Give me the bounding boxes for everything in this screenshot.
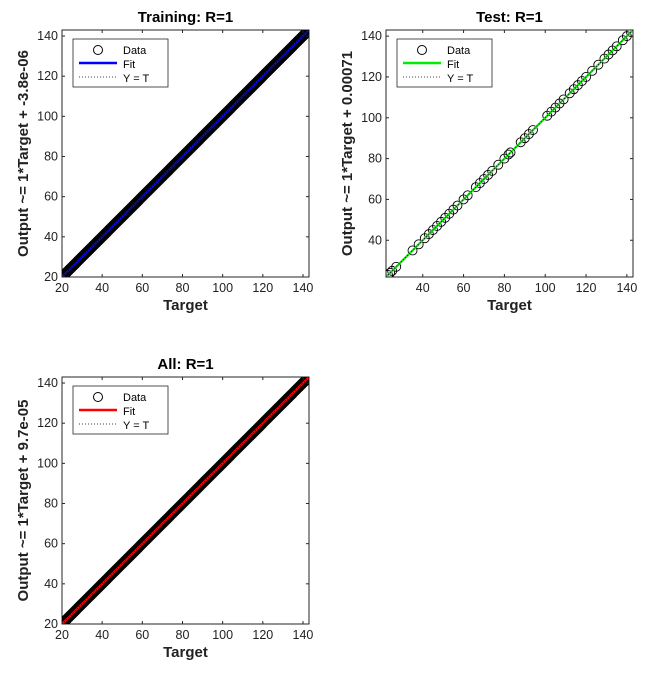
test-ytick-label: 40	[368, 233, 382, 247]
all-data-point	[300, 377, 309, 386]
test-xtick-label: 80	[497, 281, 511, 295]
all-xtick-label: 100	[212, 628, 233, 642]
test-ytick-label: 140	[361, 29, 382, 43]
test-data-point	[462, 190, 473, 201]
training-xtick-label: 20	[55, 281, 69, 295]
test-ytick-label: 120	[361, 70, 382, 84]
all-legend-label: Data	[123, 392, 147, 404]
test-data-point	[503, 149, 514, 160]
all-xtick-label: 80	[176, 628, 190, 642]
training-data-point	[300, 30, 309, 39]
training-xtick-label: 40	[95, 281, 109, 295]
all-legend-label: Y = T	[123, 420, 149, 432]
test-data-point	[493, 159, 504, 170]
all-xtick-label: 20	[55, 628, 69, 642]
test-legend-label: Fit	[447, 59, 459, 71]
training-ytick-label: 80	[44, 150, 58, 164]
test-title: Test: R=1	[476, 9, 543, 26]
test-legend-label: Data	[447, 45, 471, 57]
training-identity-line	[62, 30, 309, 277]
all-ytick-label: 80	[44, 497, 58, 511]
training-ytick-label: 100	[37, 109, 58, 123]
test-ytick-label: 100	[361, 111, 382, 125]
test-data-point	[407, 245, 418, 256]
all-plot: 20 40 60 80 100 120 140 20 40 60 80 100 120 140 All: R…	[15, 356, 313, 661]
all-plot-area	[62, 377, 309, 624]
test-data-point	[505, 147, 516, 158]
test-data-point	[581, 72, 591, 82]
all-ytick-label: 20	[44, 617, 58, 631]
training-ytick-label: 120	[37, 69, 58, 83]
training-ytick-label: 40	[44, 230, 58, 244]
all-xlabel: Target	[163, 644, 208, 661]
test-xtick-label: 100	[535, 281, 556, 295]
all-ytick-label: 100	[37, 456, 58, 470]
training-legend-data-icon	[93, 45, 103, 55]
all-legend-label: Fit	[123, 406, 135, 418]
test-data-point	[558, 94, 569, 105]
training-legend: Data Fit Y = T	[72, 38, 169, 88]
test-ytick-label: 60	[368, 192, 382, 206]
all-ytick-label: 140	[37, 376, 58, 390]
test-ytick-label: 80	[368, 152, 382, 166]
training-legend-label: Data	[123, 45, 147, 57]
all-ytick-label: 40	[44, 577, 58, 591]
test-data-point	[528, 125, 538, 135]
test-legend: Data Fit Y = T	[396, 38, 493, 88]
all-legend-data-icon	[93, 392, 103, 402]
test-xtick-label: 140	[616, 281, 637, 295]
test-legend-data-icon	[417, 45, 427, 55]
all-data-point	[299, 377, 309, 387]
all-title: All: R=1	[157, 356, 213, 373]
training-xlabel: Target	[163, 297, 208, 314]
test-plot: 40 60 80 100 120 140 40 60 80 100 120 140 Test: R=1 T…	[339, 9, 637, 314]
all-xtick-label: 140	[293, 628, 314, 642]
test-data-point	[593, 59, 604, 70]
training-plot-area	[62, 30, 309, 277]
all-legend: Data Fit Y = T	[72, 385, 169, 435]
training-ytick-label: 20	[44, 270, 58, 284]
training-xtick-label: 120	[252, 281, 273, 295]
training-data-point	[299, 30, 309, 40]
test-xtick-label: 120	[576, 281, 597, 295]
test-data-point	[413, 239, 424, 250]
test-identity-line	[386, 30, 633, 277]
training-ytick-label: 140	[37, 29, 58, 43]
all-ytick-label: 60	[44, 537, 58, 551]
training-ytick-label: 60	[44, 190, 58, 204]
all-data-point	[298, 377, 309, 388]
training-ylabel: Output ~= 1*Target + -3.8e-06	[15, 50, 32, 257]
all-xtick-label: 60	[135, 628, 149, 642]
training-xtick-label: 140	[293, 281, 314, 295]
training-data-point	[298, 30, 309, 41]
test-data-point	[452, 200, 463, 211]
training-title: Training: R=1	[138, 9, 233, 26]
training-legend-label: Y = T	[123, 73, 149, 85]
test-xlabel: Target	[487, 297, 532, 314]
training-plot: 20 40 60 80 100 120 140 20 40 60 80 100 120 140 Traini…	[15, 9, 313, 314]
test-data-point	[611, 41, 622, 52]
test-data-point	[587, 65, 598, 76]
test-data-point	[391, 261, 402, 272]
test-data-point	[386, 267, 396, 277]
all-xtick-label: 40	[95, 628, 109, 642]
test-data-point	[487, 165, 498, 176]
all-ylabel: Output ~= 1*Target + 9.7e-05	[15, 400, 32, 602]
test-xtick-label: 60	[457, 281, 471, 295]
training-xtick-label: 80	[176, 281, 190, 295]
training-xtick-label: 100	[212, 281, 233, 295]
test-xtick-label: 40	[416, 281, 430, 295]
all-ytick-label: 120	[37, 416, 58, 430]
all-xtick-label: 120	[252, 628, 273, 642]
training-xtick-label: 60	[135, 281, 149, 295]
test-legend-label: Y = T	[447, 73, 473, 85]
test-ylabel: Output ~= 1*Target + 0.00071	[339, 51, 356, 256]
training-legend-label: Fit	[123, 59, 135, 71]
all-identity-line	[62, 377, 309, 624]
